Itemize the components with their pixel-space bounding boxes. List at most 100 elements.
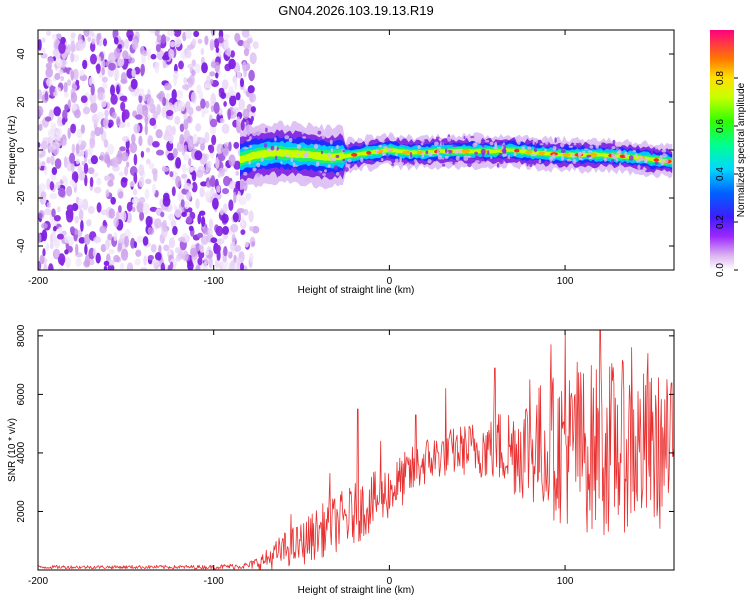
noise-blob — [58, 69, 64, 75]
ridge-speck — [526, 160, 529, 167]
noise-blob — [199, 187, 205, 198]
noise-blob — [98, 56, 102, 64]
noise-blob — [84, 254, 91, 266]
ridge-speck — [572, 158, 577, 164]
noise-blob — [66, 79, 72, 86]
ridge-speck — [386, 153, 389, 158]
noise-blob — [228, 180, 237, 190]
noise-blob — [142, 105, 149, 117]
ridge-speck — [477, 139, 482, 145]
ridge-speck — [494, 143, 497, 150]
ridge-speck — [389, 160, 392, 166]
ridge-speck — [320, 150, 324, 155]
ridge-speck — [527, 146, 532, 150]
ridge-speck — [532, 139, 535, 145]
ridge-speck — [328, 152, 331, 159]
noise-blob — [218, 167, 226, 174]
noise-blob — [208, 218, 214, 230]
snr-series-line — [38, 330, 674, 570]
noise-blob — [43, 266, 49, 270]
noise-blob — [217, 172, 222, 179]
noise-blob — [168, 237, 176, 249]
ridge-speck — [427, 159, 432, 164]
ridge-speck — [395, 158, 399, 163]
noise-blob — [42, 196, 47, 205]
noise-blob — [154, 61, 160, 74]
noise-blob — [41, 222, 48, 229]
spectrogram-x-axis: -200 -100 0 100 — [28, 30, 574, 287]
ridge-speck — [498, 152, 503, 157]
noise-blob — [48, 263, 54, 270]
noise-blob — [162, 96, 167, 107]
ridge-speck — [499, 142, 503, 146]
ridge-speck — [533, 153, 537, 157]
ridge-speck — [442, 163, 446, 167]
noise-blob — [242, 108, 250, 120]
noise-blob — [211, 134, 217, 146]
y-tick-label: 20 — [16, 96, 27, 108]
noise-blob — [138, 176, 145, 188]
ridge-speck — [584, 148, 588, 151]
noise-blob — [238, 197, 247, 205]
noise-blob — [156, 93, 163, 100]
ridge-speck — [256, 162, 261, 168]
ridge-speck — [264, 143, 268, 148]
ridge-speck — [304, 151, 309, 158]
ridge-speck — [317, 130, 322, 135]
ridge-speck — [417, 145, 421, 149]
noise-blob — [236, 116, 241, 127]
x-tick-label: -200 — [28, 276, 48, 287]
noise-blob — [120, 101, 126, 112]
noise-blob — [243, 88, 247, 94]
noise-blob — [223, 33, 230, 40]
noise-blob — [110, 84, 115, 97]
noise-blob — [161, 166, 170, 172]
noise-blob — [145, 158, 151, 165]
ridge-speck — [292, 162, 296, 168]
noise-blob — [136, 235, 145, 243]
ridge-speck — [496, 163, 500, 168]
y-tick-label: -20 — [16, 190, 27, 205]
ridge-speck — [360, 157, 364, 163]
noise-blob — [131, 68, 136, 78]
ridge-speck — [420, 142, 424, 146]
noise-blob — [216, 143, 224, 155]
noise-blob — [89, 30, 94, 37]
noise-blob — [152, 259, 160, 267]
ridge-speck — [243, 136, 249, 141]
ridge-speck — [434, 141, 439, 146]
ridge-hotspot — [366, 151, 372, 155]
noise-blob — [144, 188, 150, 200]
noise-blob — [147, 254, 155, 261]
ridge-speck — [608, 144, 612, 151]
noise-blob — [205, 249, 209, 256]
noise-blob — [124, 38, 130, 49]
ridge-speck — [561, 155, 564, 161]
noise-blob — [192, 133, 198, 144]
ridge-speck — [347, 163, 351, 167]
y-tick-label: -40 — [16, 238, 27, 253]
noise-blob — [168, 213, 175, 222]
noise-blob — [242, 61, 247, 72]
noise-blob — [178, 60, 184, 70]
noise-blob — [156, 34, 163, 43]
noise-blob — [122, 50, 129, 60]
noise-blob — [113, 36, 119, 45]
noise-blob — [89, 259, 95, 266]
ridge-speck — [654, 161, 659, 165]
noise-blob — [74, 172, 79, 184]
noise-blob — [131, 133, 136, 144]
noise-blob — [124, 166, 129, 176]
noise-blob — [140, 65, 144, 77]
noise-blob — [103, 139, 109, 148]
noise-blob — [194, 63, 201, 74]
x-tick-label: 0 — [387, 576, 393, 587]
noise-blob — [187, 207, 193, 213]
noise-blob — [111, 112, 117, 119]
noise-blob — [147, 49, 152, 61]
noise-blob — [228, 141, 232, 152]
noise-blob — [75, 143, 80, 155]
noise-blob — [63, 82, 68, 94]
noise-blob — [79, 149, 85, 157]
noise-blob — [61, 117, 66, 125]
